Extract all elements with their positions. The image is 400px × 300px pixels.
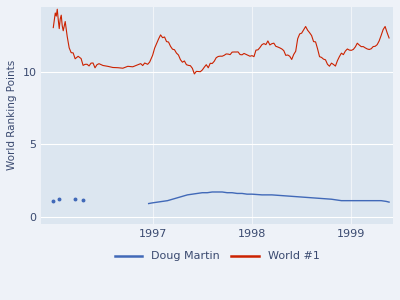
Y-axis label: World Ranking Points: World Ranking Points — [7, 60, 17, 170]
Legend: Doug Martin, World #1: Doug Martin, World #1 — [110, 247, 324, 266]
